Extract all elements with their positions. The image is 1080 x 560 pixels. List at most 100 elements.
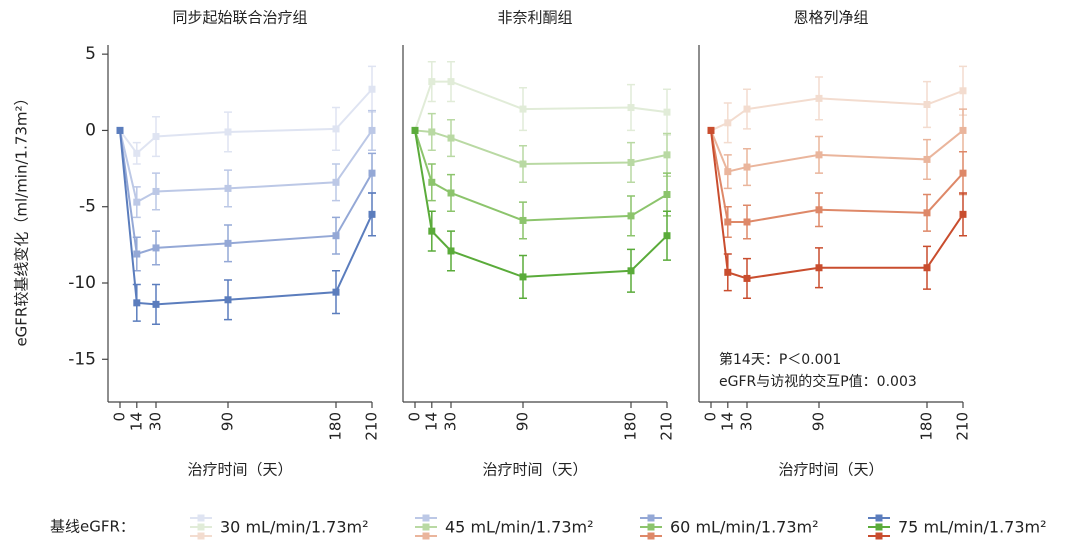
marker <box>923 155 931 163</box>
series-line <box>119 129 373 204</box>
series <box>116 65 376 165</box>
x-tick-label: 14 <box>718 412 736 431</box>
legend-swatch <box>197 532 205 540</box>
marker <box>663 151 671 159</box>
marker <box>447 189 455 197</box>
x-axis-label: 治疗时间（天） <box>187 461 292 479</box>
series-line <box>710 130 964 223</box>
marker <box>959 87 967 95</box>
marker <box>815 94 823 102</box>
x-tick-label: 180 <box>327 412 345 441</box>
series <box>411 112 671 184</box>
legend-swatch <box>875 532 883 540</box>
series-line <box>119 88 373 155</box>
x-tick-label: 0 <box>406 412 424 422</box>
marker <box>224 296 232 304</box>
marker <box>743 218 751 226</box>
marker <box>519 216 527 224</box>
marker <box>224 239 232 247</box>
legend-swatch <box>875 514 883 522</box>
legend-swatch <box>647 514 655 522</box>
x-tick-label: 30 <box>442 412 460 431</box>
marker <box>133 149 141 157</box>
y-tick-label: -15 <box>68 349 96 369</box>
annotation: eGFR与访视的交互P值：0.003 <box>719 373 917 390</box>
marker <box>627 158 635 166</box>
x-tick-label: 90 <box>810 412 828 431</box>
marker <box>152 133 160 141</box>
x-tick-label: 30 <box>147 412 165 431</box>
marker <box>133 198 141 206</box>
marker <box>959 126 967 134</box>
marker <box>724 218 732 226</box>
marker <box>428 178 436 186</box>
marker <box>663 108 671 116</box>
marker <box>368 169 376 177</box>
legend-title: 基线eGFR： <box>50 518 135 536</box>
legend-swatch <box>647 523 655 531</box>
marker <box>152 244 160 252</box>
marker <box>923 209 931 217</box>
series-line <box>414 80 668 131</box>
legend-swatch <box>875 523 883 531</box>
legend-swatch <box>422 532 430 540</box>
marker <box>332 288 340 296</box>
series <box>411 61 671 136</box>
marker <box>627 212 635 220</box>
marker <box>332 232 340 240</box>
marker <box>724 168 732 176</box>
x-tick-label: 0 <box>111 412 129 422</box>
marker <box>519 105 527 113</box>
marker <box>152 187 160 195</box>
marker <box>152 300 160 308</box>
marker <box>368 85 376 93</box>
marker <box>224 184 232 192</box>
marker <box>707 126 715 134</box>
legend-label: 45 mL/min/1.73m² <box>445 518 594 537</box>
x-tick-label: 210 <box>363 412 381 441</box>
marker <box>959 169 967 177</box>
x-tick-label: 14 <box>127 412 145 431</box>
legend-swatch <box>422 514 430 522</box>
marker <box>663 232 671 240</box>
marker <box>923 264 931 272</box>
marker <box>428 128 436 136</box>
marker <box>959 210 967 218</box>
marker <box>815 151 823 159</box>
marker <box>368 210 376 218</box>
x-tick-label: 210 <box>658 412 676 441</box>
x-axis-label: 治疗时间（天） <box>482 461 587 479</box>
annotation: 第14天：P＜0.001 <box>719 351 841 368</box>
marker <box>411 126 419 134</box>
panel-title: 非奈利酮组 <box>497 9 572 27</box>
x-tick-label: 210 <box>954 412 972 441</box>
x-tick-label: 180 <box>622 412 640 441</box>
marker <box>447 78 455 86</box>
series-line <box>710 129 964 173</box>
y-tick-label: 5 <box>85 44 96 64</box>
series-line <box>119 130 373 306</box>
marker <box>743 274 751 282</box>
legend-swatch <box>647 532 655 540</box>
marker <box>743 163 751 171</box>
marker <box>447 134 455 142</box>
marker <box>724 268 732 276</box>
marker <box>133 250 141 258</box>
y-tick-label: 0 <box>85 120 96 140</box>
marker <box>724 119 732 127</box>
marker <box>133 299 141 307</box>
marker <box>743 105 751 113</box>
marker <box>116 126 124 134</box>
marker <box>815 206 823 214</box>
series <box>411 126 671 300</box>
marker <box>224 128 232 136</box>
marker <box>663 191 671 199</box>
marker <box>627 104 635 112</box>
marker <box>332 178 340 186</box>
x-tick-label: 0 <box>702 412 720 422</box>
series <box>707 126 967 240</box>
series <box>707 65 967 144</box>
marker <box>428 78 436 86</box>
series-line <box>710 130 964 280</box>
